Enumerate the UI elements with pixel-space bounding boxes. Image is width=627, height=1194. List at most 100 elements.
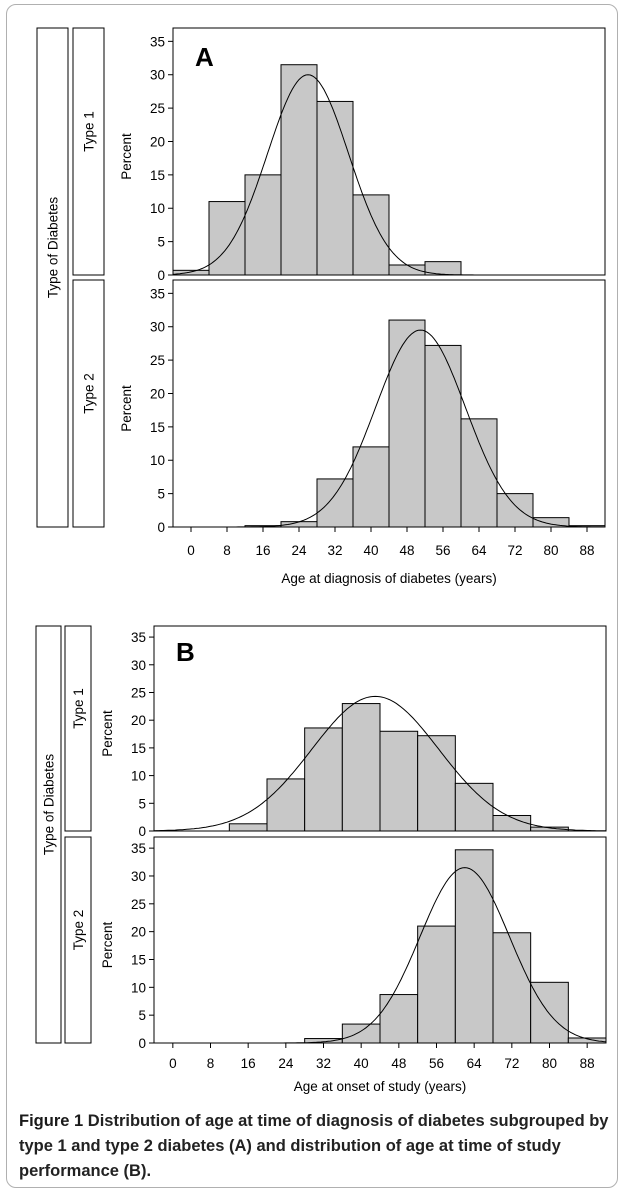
x-tick-label: 48	[391, 1056, 406, 1071]
y-tick-label: 10	[131, 769, 146, 784]
x-tick-label: 64	[467, 1056, 483, 1071]
histogram-bar	[341, 1023, 381, 1044]
chart-A	[36, 27, 606, 532]
histogram-bar	[352, 194, 390, 276]
x-tick-label: 32	[327, 543, 342, 558]
caption-text: Distribution of age at time of diagnosis…	[19, 1112, 609, 1180]
histogram-bar	[424, 344, 462, 528]
x-tick-label: 64	[471, 543, 487, 558]
x-tick-label: 72	[507, 543, 522, 558]
x-tick-label: 40	[363, 543, 378, 558]
series-label: Type 2	[71, 910, 86, 951]
y-tick-label: 30	[150, 68, 165, 83]
y-tick-label: 35	[131, 630, 146, 645]
series-label: Type 2	[82, 373, 97, 414]
y-axis-label: Percent	[119, 133, 134, 180]
y-tick-label: 25	[131, 685, 146, 700]
x-tick-label: 0	[169, 1056, 177, 1071]
y-tick-label: 0	[157, 268, 165, 283]
group-label-box	[36, 27, 69, 528]
panel-type-1	[64, 625, 607, 832]
histogram-bar	[280, 64, 318, 276]
y-tick-label: 35	[150, 286, 165, 301]
panel-type-2	[72, 279, 606, 528]
y-tick-label: 20	[150, 386, 165, 401]
x-tick-label: 80	[543, 543, 558, 558]
y-tick-label: 30	[131, 869, 146, 884]
panel-type-2	[64, 836, 607, 1044]
x-tick-label: 48	[399, 543, 414, 558]
y-tick-label: 15	[150, 420, 165, 435]
histogram-bar	[352, 446, 390, 528]
plot-frame	[172, 279, 606, 528]
y-tick-label: 20	[150, 134, 165, 149]
caption-label: Figure 1	[19, 1112, 84, 1130]
panel-letter: A	[195, 42, 214, 72]
histogram-bar	[417, 925, 456, 1044]
normal-curve	[153, 695, 606, 832]
series-label-box	[72, 279, 105, 528]
x-axis-label: Age at diagnosis of diabetes (years)	[281, 571, 496, 586]
plot-frame	[153, 625, 607, 832]
x-tick-label: 72	[504, 1056, 519, 1071]
histogram-bar	[341, 703, 381, 832]
y-tick-label: 15	[150, 168, 165, 183]
series-label-box	[72, 27, 105, 276]
histogram-bar	[379, 994, 419, 1044]
histogram-bar	[316, 478, 354, 528]
histogram-bar	[417, 735, 456, 832]
y-tick-label: 35	[131, 841, 146, 856]
panel-type-1	[72, 27, 606, 276]
histogram-bar	[530, 981, 569, 1044]
y-axis-label: Percent	[119, 385, 134, 432]
y-tick-label: 25	[131, 897, 146, 912]
x-tick-label: 24	[278, 1056, 294, 1071]
plot-frame	[153, 836, 607, 1044]
y-tick-label: 25	[150, 353, 165, 368]
x-tick-label: 8	[223, 543, 231, 558]
histogram-bar	[266, 778, 306, 832]
y-tick-label: 35	[150, 34, 165, 49]
x-tick-label: 24	[291, 543, 307, 558]
x-tick-label: 88	[580, 1056, 595, 1071]
histogram-bar	[379, 730, 419, 832]
series-label-box	[64, 836, 92, 1044]
histogram-bar	[316, 100, 354, 276]
y-tick-label: 0	[157, 520, 165, 535]
y-tick-label: 20	[131, 713, 146, 728]
x-tick-label: 80	[542, 1056, 557, 1071]
x-tick-label: 56	[435, 543, 450, 558]
histogram-bar	[244, 174, 282, 276]
y-tick-label: 5	[157, 487, 165, 502]
x-tick-label: 56	[429, 1056, 444, 1071]
histogram-bar	[304, 727, 343, 832]
x-tick-label: 16	[241, 1056, 256, 1071]
group-label-box	[35, 625, 62, 1044]
y-tick-label: 15	[131, 741, 146, 756]
x-tick-label: 16	[255, 543, 270, 558]
figure-frame	[6, 4, 618, 1188]
y-tick-label: 0	[138, 1036, 146, 1051]
histogram-bar	[454, 849, 494, 1044]
y-tick-label: 15	[131, 952, 146, 967]
group-label: Type of Diabetes	[46, 197, 61, 299]
histogram-bar	[496, 493, 534, 528]
histogram-bar	[208, 201, 246, 276]
y-tick-label: 30	[131, 658, 146, 673]
x-axis-label: Age at onset of study (years)	[294, 1079, 467, 1094]
y-axis-label: Percent	[100, 710, 115, 757]
x-tick-label: 8	[207, 1056, 215, 1071]
y-tick-label: 5	[138, 1008, 146, 1023]
histogram-bar	[460, 418, 498, 528]
series-label: Type 1	[82, 111, 97, 152]
y-tick-label: 10	[150, 201, 165, 216]
chart-B	[35, 625, 607, 1048]
y-tick-label: 20	[131, 925, 146, 940]
group-label: Type of Diabetes	[42, 754, 57, 856]
y-tick-label: 5	[157, 235, 165, 250]
histogram-bar	[492, 932, 532, 1044]
y-tick-label: 30	[150, 320, 165, 335]
series-label: Type 1	[71, 688, 86, 729]
y-tick-label: 10	[150, 453, 165, 468]
x-tick-label: 32	[316, 1056, 331, 1071]
